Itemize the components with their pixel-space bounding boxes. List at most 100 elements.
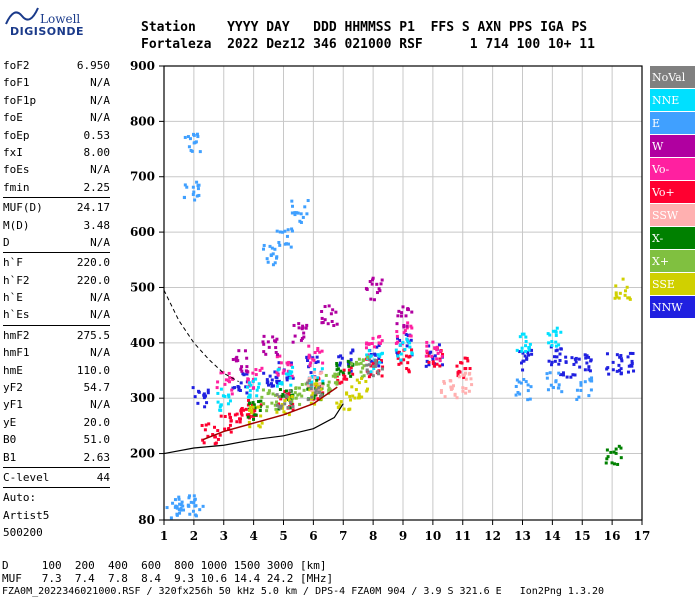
data-point-vo-: [468, 367, 472, 371]
param-name: foEp: [3, 128, 30, 142]
x-tick-label: 10: [425, 529, 442, 543]
data-point-nne: [291, 365, 295, 369]
data-point-e: [175, 506, 179, 510]
data-point-x-: [313, 393, 317, 397]
data-point-nnw: [374, 353, 378, 357]
data-point-vo-: [309, 361, 313, 365]
param-name: foEs: [3, 163, 30, 177]
param-value: 3.48: [83, 218, 111, 232]
data-point-nnw: [631, 351, 635, 355]
data-point-x-: [274, 407, 278, 411]
data-point-x-: [361, 359, 365, 363]
data-point-e: [560, 390, 564, 394]
data-point-w: [332, 324, 336, 328]
data-point-x-: [347, 371, 351, 375]
data-point-x-: [251, 401, 255, 405]
data-point-vo-: [466, 359, 470, 363]
true-height-profile: [163, 403, 344, 455]
data-point-e: [554, 379, 558, 383]
data-point-nnw: [605, 352, 609, 356]
data-point-noval: [365, 368, 369, 372]
data-point-nnw: [437, 343, 441, 347]
y-tick-label: 80: [138, 513, 155, 527]
data-point-noval: [380, 367, 384, 371]
param-row: MUF(D) 24.17: [3, 199, 110, 216]
param-row: foF1 N/A: [3, 74, 110, 91]
data-point-x-: [262, 402, 266, 406]
data-point-x-: [257, 400, 261, 404]
data-point-vo-: [404, 354, 408, 358]
data-point-x-: [612, 462, 616, 466]
data-point-x-: [273, 403, 277, 407]
data-point-e: [192, 494, 196, 498]
data-point-vo-: [307, 355, 311, 359]
data-point-vo-: [253, 409, 257, 413]
data-point-vo-: [397, 350, 401, 354]
data-point-sse: [350, 385, 354, 389]
data-point-vo-: [291, 402, 295, 406]
data-point-sse: [260, 421, 264, 425]
data-point-w: [264, 352, 268, 356]
data-point-w: [302, 335, 306, 339]
data-point-ssw: [443, 395, 447, 399]
data-point-vo-: [435, 348, 439, 352]
data-point-vo-: [238, 417, 242, 421]
data-point-nnw: [583, 353, 587, 357]
data-point-sse: [248, 408, 252, 412]
data-point-w: [406, 307, 410, 311]
data-point-x-: [605, 457, 609, 461]
data-point-nne: [308, 381, 312, 385]
data-point-sse: [364, 379, 368, 383]
data-point-sse: [339, 400, 343, 404]
data-point-nnw: [351, 348, 355, 352]
data-point-e: [196, 135, 200, 139]
data-point-e: [577, 395, 581, 399]
data-point-w: [271, 335, 275, 339]
param-row: fxI 8.00: [3, 144, 110, 161]
data-point-nnw: [552, 355, 556, 359]
data-point-sse: [355, 378, 359, 382]
data-point-vo-: [247, 398, 251, 402]
data-point-nnw: [561, 371, 565, 375]
data-point-e: [197, 193, 201, 197]
data-point-nnw: [424, 364, 428, 368]
data-point-e: [181, 504, 185, 508]
data-point-vo-: [216, 437, 220, 441]
data-point-nnw: [520, 361, 524, 365]
data-point-e: [546, 388, 550, 392]
data-point-vo-: [399, 361, 403, 365]
data-point-e: [305, 212, 309, 216]
data-point-vo-: [230, 388, 234, 392]
data-point-ssw: [442, 379, 446, 383]
data-point-nne: [275, 384, 279, 388]
data-point-nnw: [619, 357, 623, 361]
data-point-w: [331, 308, 335, 312]
data-point-vo-: [403, 329, 407, 333]
data-point-nnw: [245, 391, 249, 395]
data-point-x-: [300, 382, 304, 386]
data-point-nnw: [286, 376, 290, 380]
data-point-vo-: [259, 403, 263, 407]
data-point-w: [323, 318, 327, 322]
param-value: 20.0: [83, 415, 111, 429]
data-point-w: [234, 356, 238, 360]
data-point-x-: [266, 392, 270, 396]
data-point-noval: [279, 404, 283, 408]
data-point-vo-: [347, 368, 351, 372]
data-point-e: [286, 228, 290, 232]
param-value: N/A: [90, 398, 110, 412]
data-point-w: [397, 309, 401, 313]
data-point-nnw: [425, 359, 429, 363]
plot-frame: [163, 65, 643, 521]
data-point-e: [293, 211, 297, 215]
param-name: M(D): [3, 218, 30, 232]
footer-distance-row: D 100 200 400 600 800 1000 1500 3000 [km…: [2, 559, 327, 572]
data-point-w: [371, 276, 375, 280]
legend-item: NNW: [650, 296, 695, 319]
data-point-vo-: [240, 406, 244, 410]
data-point-e: [266, 260, 270, 264]
data-point-ssw: [464, 377, 468, 381]
data-point-nne: [524, 349, 528, 353]
data-point-w: [334, 310, 338, 314]
data-point-w: [262, 342, 266, 346]
